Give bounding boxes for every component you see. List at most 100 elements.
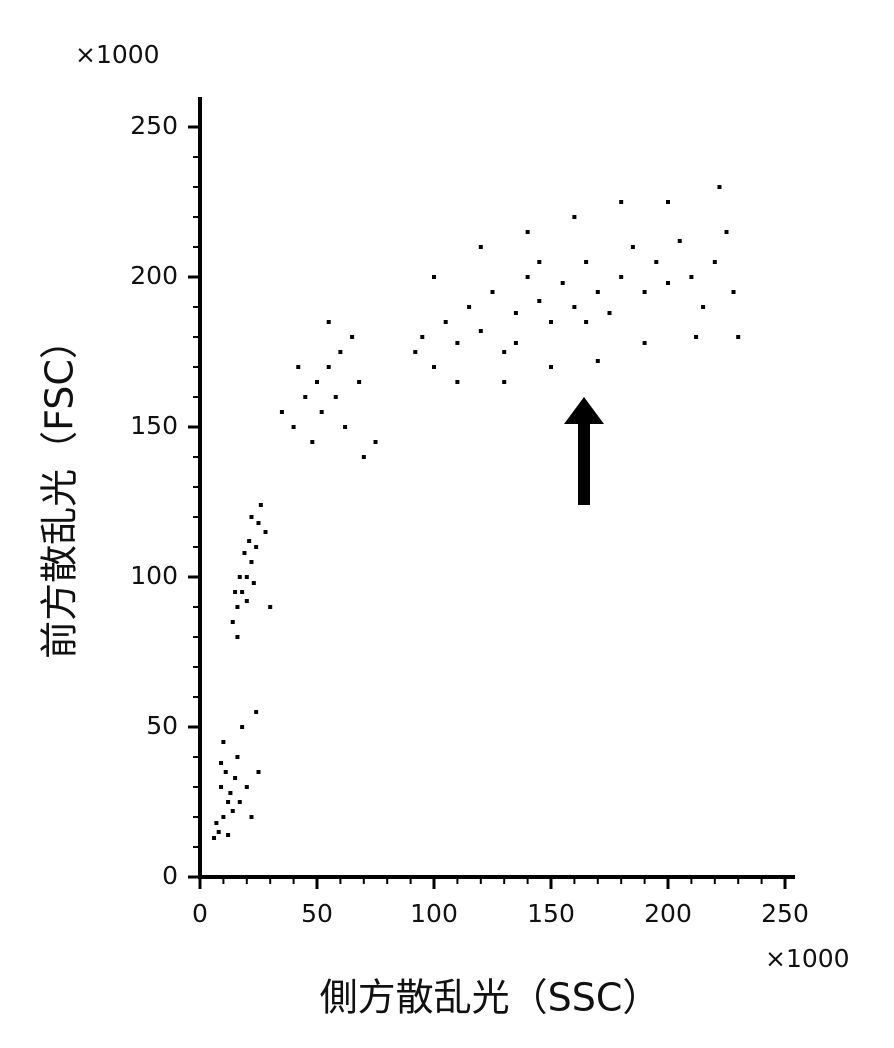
point [244, 785, 249, 789]
x-tick-label: 50 [301, 899, 333, 928]
point [537, 260, 542, 264]
point [478, 245, 483, 249]
y-tick-label: 0 [162, 861, 178, 890]
y-tick-label: 200 [130, 261, 178, 290]
arrow [564, 397, 604, 505]
point [413, 350, 418, 354]
y-tick-label: 250 [130, 111, 178, 140]
point [432, 275, 436, 279]
point [642, 290, 647, 294]
point [525, 275, 530, 279]
point [455, 380, 460, 384]
point [630, 245, 635, 249]
point [230, 620, 235, 624]
y-axis-label: 前方散乱光（FSC） [38, 321, 82, 659]
point [549, 365, 553, 369]
point [736, 335, 741, 339]
point [319, 410, 324, 414]
point [212, 836, 217, 840]
point [233, 590, 238, 594]
point [717, 185, 722, 189]
point [420, 335, 425, 339]
point [235, 635, 240, 639]
point [221, 815, 226, 819]
point [216, 830, 221, 834]
point [214, 821, 219, 825]
point [249, 560, 254, 564]
point [237, 800, 242, 804]
point [642, 341, 647, 345]
point [244, 575, 249, 579]
point [244, 599, 249, 603]
point [607, 311, 612, 315]
point [689, 275, 694, 279]
point [333, 395, 338, 399]
point [268, 605, 273, 609]
point [525, 230, 530, 234]
point [254, 545, 259, 549]
point [572, 305, 577, 309]
point [490, 290, 495, 294]
point [549, 320, 553, 324]
point [240, 590, 245, 594]
point [467, 305, 472, 309]
point [256, 770, 261, 774]
point [254, 710, 259, 714]
point [619, 200, 624, 204]
point [560, 281, 565, 285]
point [701, 305, 706, 309]
y-tick-label: 50 [146, 711, 178, 740]
y-tick-label: 150 [130, 411, 178, 440]
point [432, 365, 436, 369]
point [237, 575, 242, 579]
x-axis-label: 側方散乱光（SSC） [320, 976, 661, 1020]
point [666, 200, 670, 204]
y-unit: ×1000 [75, 40, 160, 69]
point [338, 350, 343, 354]
point [251, 581, 256, 585]
x-unit: ×1000 [765, 944, 850, 973]
point [258, 503, 263, 507]
point [724, 230, 729, 234]
point [595, 359, 600, 363]
point [219, 785, 224, 789]
point [343, 425, 348, 429]
point [502, 380, 507, 384]
point [235, 755, 240, 759]
point [712, 260, 717, 264]
point [694, 335, 699, 339]
point [303, 395, 308, 399]
point [228, 791, 233, 795]
point [221, 740, 226, 744]
point [233, 776, 238, 780]
x-tick-label: 250 [761, 899, 809, 928]
point [296, 365, 301, 369]
point [357, 380, 362, 384]
x-tick-label: 200 [644, 899, 692, 928]
arrow-head [564, 397, 604, 424]
y-tick-label: 100 [130, 561, 178, 590]
point [226, 800, 231, 804]
point [584, 260, 589, 264]
point [443, 320, 448, 324]
point [502, 350, 507, 354]
point [235, 605, 240, 609]
point [350, 335, 355, 339]
point [291, 425, 296, 429]
x-tick-label: 0 [192, 899, 208, 928]
point [310, 440, 315, 444]
point [731, 290, 736, 294]
point [513, 341, 518, 345]
point [595, 290, 600, 294]
point [478, 329, 483, 333]
point [677, 239, 682, 243]
point [279, 410, 284, 414]
point [226, 833, 231, 837]
point [373, 440, 378, 444]
point [326, 320, 331, 324]
point [223, 770, 228, 774]
point [619, 275, 624, 279]
point [455, 341, 460, 345]
point [219, 761, 224, 765]
